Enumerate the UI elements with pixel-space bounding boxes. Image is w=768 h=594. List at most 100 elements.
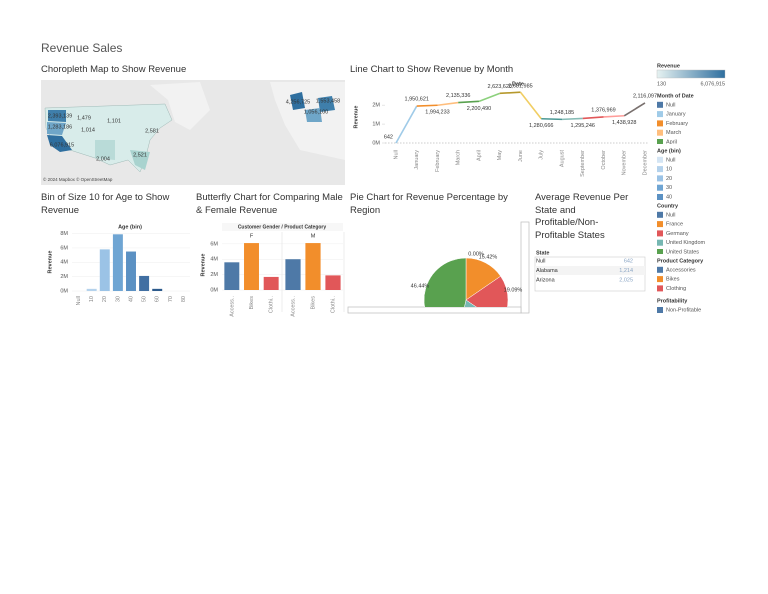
legend-label: 40 <box>666 194 672 200</box>
panel-title: Pie Chart for Revenue Percentage by Regi… <box>350 192 508 216</box>
legend-swatch <box>657 276 663 283</box>
legend-label: March <box>666 130 681 136</box>
table-cell: Alabama <box>536 268 559 274</box>
x-tick-label: 20 <box>102 296 108 302</box>
legend-label: 20 <box>666 176 672 182</box>
y-axis-label: Revenue <box>47 251 53 274</box>
line-segment <box>603 114 625 118</box>
legend-title: Age (bin) <box>657 148 681 154</box>
y-tick-label: 0M <box>372 140 380 146</box>
pie-slice <box>464 299 477 307</box>
bar <box>112 234 123 291</box>
legend-label: January <box>666 112 686 118</box>
legend-swatch <box>657 166 663 173</box>
legend-swatch <box>657 230 663 237</box>
country <box>318 96 335 112</box>
map-label: 4,256,725 <box>286 99 310 105</box>
bar <box>99 249 110 291</box>
data-label: 19.09% <box>504 287 523 293</box>
data-label: 1,248,185 <box>550 110 574 116</box>
color-ramp <box>656 69 726 79</box>
legend-swatch <box>657 211 663 218</box>
table-cell: 1,214 <box>619 268 633 274</box>
row-band <box>535 266 645 275</box>
table-cell: Null <box>536 258 545 264</box>
pane-label: F <box>250 233 254 239</box>
bar <box>139 275 150 291</box>
table-cell: Arizona <box>536 277 556 283</box>
data-label: 2,116,097 <box>633 93 657 99</box>
x-tick-label: December <box>642 150 648 176</box>
x-tick-label: April <box>476 150 482 161</box>
legend-swatch <box>657 285 663 292</box>
scrollbar[interactable] <box>347 306 522 314</box>
legend-label: United States <box>666 249 699 255</box>
map-label: 2,004 <box>96 156 110 162</box>
map-label: 1,014 <box>81 127 95 133</box>
table-cell: 2,025 <box>619 277 633 283</box>
y-tick-label: 2M <box>210 272 218 278</box>
legend-title: Product Category <box>657 258 704 264</box>
pie-slice <box>423 257 467 307</box>
legend-title: Month of Date <box>657 93 694 99</box>
legend-title: Country <box>657 203 679 209</box>
x-tick-label: 30 <box>115 296 121 302</box>
y-axis-label: Revenue <box>200 254 206 277</box>
x-tick-label: Clothi.. <box>330 296 336 314</box>
state <box>95 140 115 160</box>
header-bg <box>222 223 343 231</box>
map <box>41 80 345 185</box>
legend-swatch <box>657 101 663 108</box>
legend-label: United Kingdom <box>666 240 706 246</box>
x-tick-label: 10 <box>89 296 95 302</box>
line-segment <box>582 116 604 120</box>
data-label: 0.00% <box>468 251 484 257</box>
x-tick-label: Bikes <box>310 296 316 310</box>
state <box>130 150 150 170</box>
map-label: 1,056,100 <box>304 109 328 115</box>
legend-swatch <box>657 307 663 313</box>
legend-label: Bikes <box>666 277 680 283</box>
legend-label: Clothing <box>666 286 686 292</box>
header: Age (bin) <box>118 224 142 230</box>
data-label: 1,376,969 <box>591 107 615 113</box>
legend-swatch <box>657 249 663 254</box>
y-tick-label: 6M <box>60 245 68 251</box>
bar <box>86 288 97 291</box>
legend-swatch <box>657 266 663 273</box>
line-segment <box>499 91 521 95</box>
data-label: 1,438,928 <box>612 120 636 126</box>
table-cell: 642 <box>624 258 633 264</box>
x-tick-label: 70 <box>168 296 174 302</box>
legend-swatch <box>657 221 663 228</box>
data-label: 1,950,621 <box>405 97 429 103</box>
bar <box>126 251 136 291</box>
x-tick-label: October <box>601 150 607 170</box>
scrollbar[interactable] <box>520 221 530 314</box>
legend: NullJanuaryFebruaryMarchAprilMayJuneJuly… <box>657 101 688 145</box>
legend-label: 30 <box>666 185 672 191</box>
map-label: 1,283,186 <box>48 124 72 130</box>
panel-title: Bin of Size 10 for Age to Show Revenue <box>41 192 170 216</box>
y-tick-label: 2M <box>60 274 68 280</box>
map-label: 2,393,139 <box>48 113 72 119</box>
map-label: 2,521 <box>133 152 147 158</box>
panel-title: Butterfly Chart for Comparing Male & Fem… <box>196 192 343 216</box>
country <box>305 108 322 122</box>
x-tick-label: January <box>414 150 420 170</box>
panel-title: Line Chart to Show Revenue by Month <box>350 64 514 75</box>
bar <box>305 243 321 290</box>
legend: Accessories Bikes Clothing <box>657 266 696 292</box>
legend-swatch <box>657 175 663 182</box>
line-segment <box>541 117 563 121</box>
legend-label: April <box>666 139 677 145</box>
data-label: 1,295,246 <box>571 123 595 129</box>
legend-title: Revenue <box>657 63 680 69</box>
data-label: 15.42% <box>479 254 498 260</box>
map-label: 1,479 <box>77 115 91 121</box>
legend-swatch <box>657 239 663 246</box>
bar <box>325 275 341 290</box>
legend-swatch <box>657 120 663 127</box>
